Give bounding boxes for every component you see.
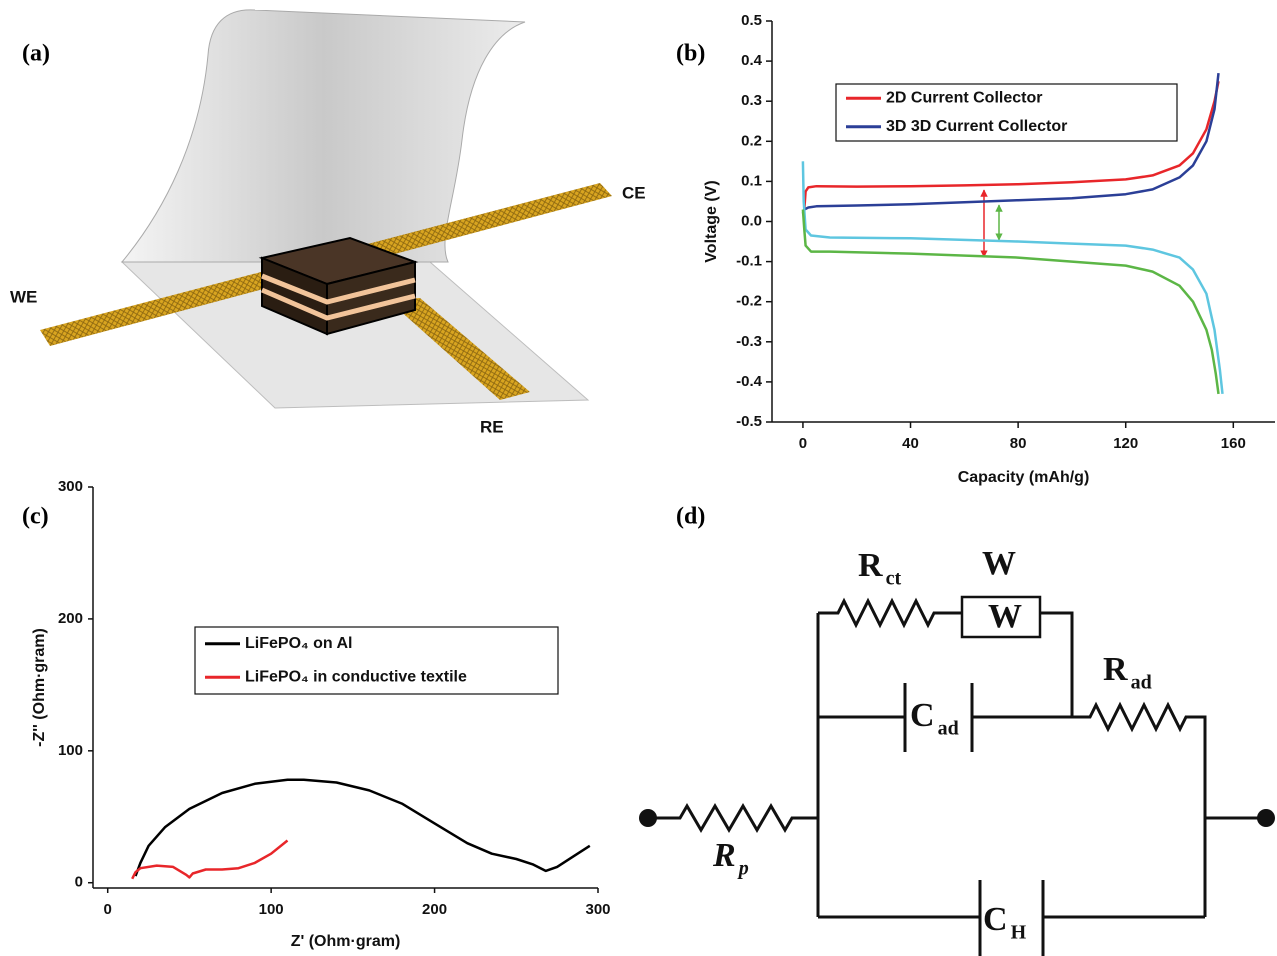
circuit-label: C xyxy=(910,697,935,734)
x-tick-label: 300 xyxy=(585,901,610,918)
panel-label: (a) xyxy=(22,41,50,67)
x-axis-label: Z' (Ohm·gram) xyxy=(291,933,401,950)
y-tick-label: 200 xyxy=(58,610,83,627)
legend-label: LiFePO₄ on Al xyxy=(245,635,352,652)
y-tick-label: 0.2 xyxy=(741,132,762,149)
wire xyxy=(1040,613,1072,717)
x-tick-label: 100 xyxy=(259,901,284,918)
x-tick-label: 80 xyxy=(1010,435,1027,452)
legend-label: 3D 3D Current Collector xyxy=(886,118,1067,135)
electrode-label: CE xyxy=(622,183,646,202)
y-tick-label: 0.5 xyxy=(741,12,762,29)
resistor-rct xyxy=(818,601,962,625)
y-axis-label: Voltage (V) xyxy=(703,180,720,262)
circuit-subscript: ad xyxy=(938,718,959,740)
y-axis-label: -Z'' (Ohm·gram) xyxy=(31,628,48,747)
capacitor-ch xyxy=(818,880,1205,956)
legend-label: LiFePO₄ in conductive textile xyxy=(245,668,467,685)
circuit-subscript: ad xyxy=(1131,672,1152,694)
resistor-rp xyxy=(648,806,818,830)
y-tick-label: -0.2 xyxy=(736,293,762,310)
circuit-subscript: H xyxy=(1011,922,1027,944)
x-tick-label: 200 xyxy=(422,901,447,918)
circuit-label: W xyxy=(982,545,1016,582)
circuit-subscript: p xyxy=(737,858,749,880)
circuit-subscript: ct xyxy=(886,568,902,590)
circuit-label: R xyxy=(1103,651,1128,688)
panel-label: (b) xyxy=(676,41,705,67)
x-tick-label: 40 xyxy=(902,435,919,452)
series-line xyxy=(132,841,287,879)
x-tick-label: 0 xyxy=(799,435,807,452)
y-tick-label: 0.1 xyxy=(741,172,762,189)
panel-label: (c) xyxy=(22,504,49,530)
x-axis-label: Capacity (mAh/g) xyxy=(958,469,1090,486)
resistor-rad xyxy=(1072,705,1205,917)
circuit-label: C xyxy=(983,901,1008,938)
electrode-label: WE xyxy=(10,287,37,306)
circuit xyxy=(639,597,1275,956)
series-line xyxy=(803,161,1223,394)
series-line xyxy=(136,780,590,876)
circuit-label: W xyxy=(988,598,1022,635)
x-tick-label: 120 xyxy=(1113,435,1138,452)
circuit-label: R xyxy=(858,547,883,584)
y-tick-label: -0.1 xyxy=(736,253,762,270)
y-tick-label: -0.5 xyxy=(736,413,762,430)
y-tick-label: 300 xyxy=(58,478,83,495)
y-tick-label: -0.3 xyxy=(736,333,762,350)
x-tick-label: 0 xyxy=(104,901,112,918)
y-tick-label: 0.3 xyxy=(741,92,762,109)
panel-label: (d) xyxy=(676,504,705,530)
y-tick-label: 0.0 xyxy=(741,212,762,229)
circuit-label: R xyxy=(712,837,736,874)
figure: (a) (b) (c) (d) WE CE RE -0.5 -0.4 -0.3 -0.… xyxy=(0,0,1277,956)
legend-label: 2D Current Collector xyxy=(886,89,1042,106)
y-tick-label: 0.4 xyxy=(741,52,763,69)
y-tick-label: -0.4 xyxy=(736,373,763,390)
cell-diagram: WE CE RE xyxy=(10,10,646,437)
electrode-label: RE xyxy=(480,417,504,436)
y-tick-label: 0 xyxy=(75,874,83,891)
x-tick-label: 160 xyxy=(1221,435,1246,452)
y-tick-label: 100 xyxy=(58,742,83,759)
